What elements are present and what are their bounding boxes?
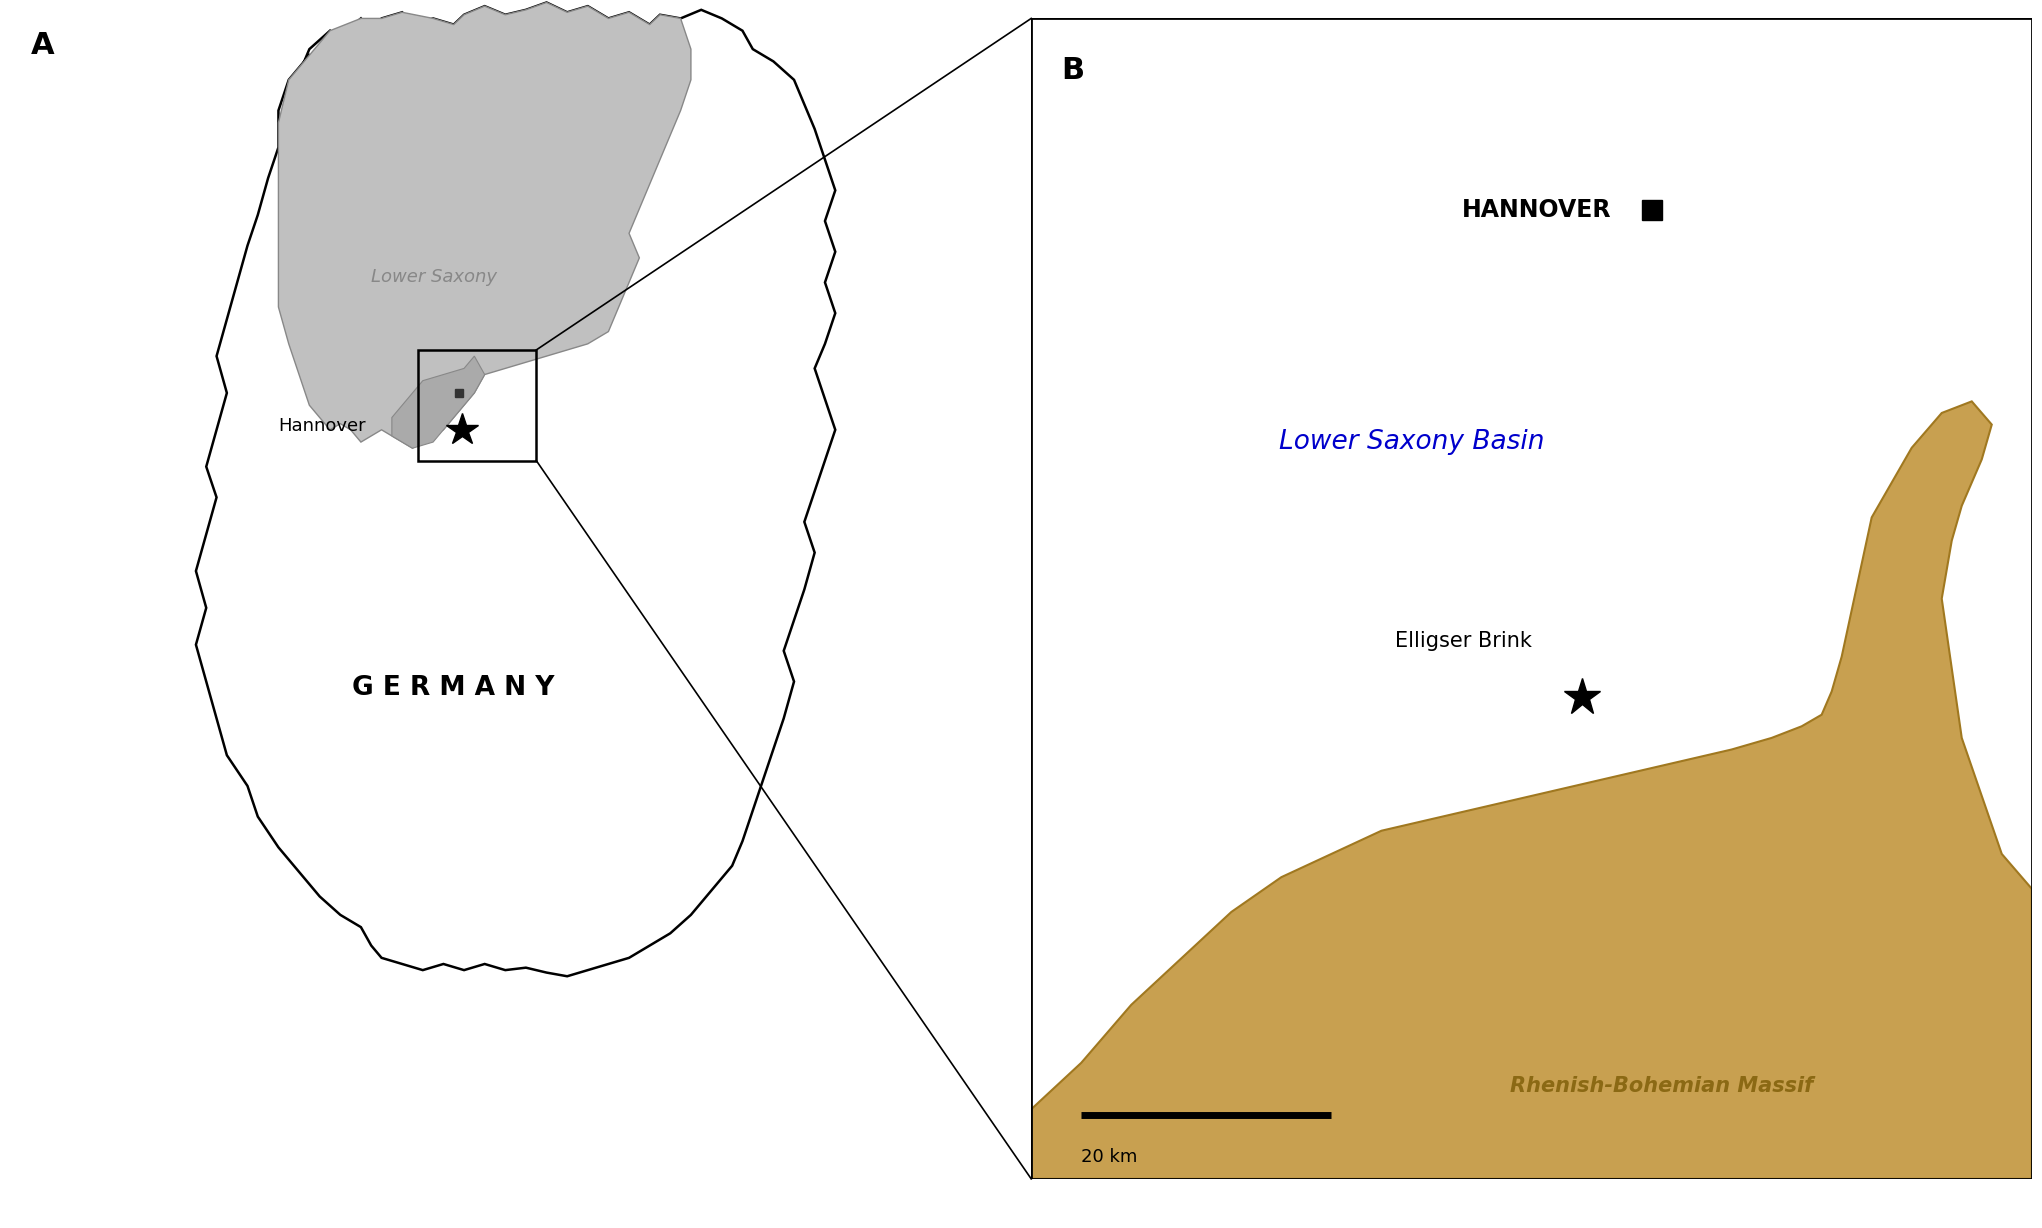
Text: Lower Saxony: Lower Saxony [372,269,498,286]
Text: 20 km: 20 km [1082,1147,1137,1165]
Text: A: A [31,31,55,60]
Bar [419,350,537,460]
Text: B: B [1062,55,1084,85]
Polygon shape [392,356,484,448]
Text: Rhenish-Bohemian Massif: Rhenish-Bohemian Massif [1509,1076,1813,1097]
Text: Lower Saxony Basin: Lower Saxony Basin [1278,429,1544,456]
Text: Elligser Brink: Elligser Brink [1395,631,1532,651]
Text: Hannover: Hannover [278,418,366,435]
Polygon shape [278,2,690,448]
Text: HANNOVER: HANNOVER [1462,198,1611,222]
Polygon shape [1031,402,2032,1179]
Polygon shape [196,2,835,976]
Text: G E R M A N Y: G E R M A N Y [353,674,555,701]
